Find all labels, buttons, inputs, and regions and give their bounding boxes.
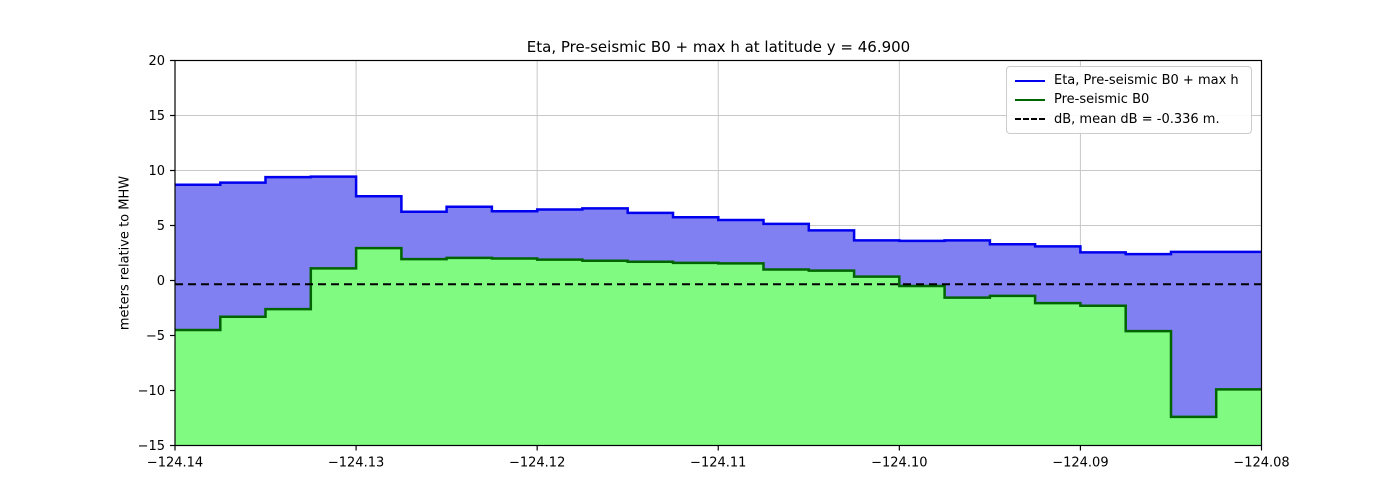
legend-item-db: dB, mean dB = -0.336 m. <box>1015 112 1243 127</box>
legend-eta-label: Eta, Pre-seismic B0 + max h <box>1054 73 1239 89</box>
legend-item-preseismic: Pre-seismic B0 <box>1015 92 1243 107</box>
y-tick-label: −15 <box>138 439 165 454</box>
legend: Eta, Pre-seismic B0 + max h Pre-seismic … <box>1006 66 1252 134</box>
legend-eta-line-icon <box>1015 79 1045 82</box>
y-tick-label: 5 <box>157 219 165 234</box>
legend-preseismic-label: Pre-seismic B0 <box>1054 92 1150 108</box>
x-tick-label: −124.10 <box>871 456 927 471</box>
x-tick-label: −124.13 <box>328 456 384 471</box>
y-tick-label: 10 <box>148 164 165 179</box>
x-tick-label: −124.14 <box>147 456 203 471</box>
legend-db-dashed-line-icon <box>1015 118 1045 121</box>
x-tick-label: −124.12 <box>509 456 565 471</box>
y-tick-label: 0 <box>157 274 165 289</box>
eta-line <box>175 175 1262 256</box>
chart-title: Eta, Pre-seismic B0 + max h at latitude … <box>526 38 911 56</box>
x-tick-label: −124.08 <box>1233 456 1289 471</box>
y-tick-label: −10 <box>138 384 165 399</box>
y-tick-label: 20 <box>148 54 165 69</box>
legend-db-label: dB, mean dB = -0.336 m. <box>1054 111 1220 127</box>
x-tick-label: −124.09 <box>1052 456 1108 471</box>
x-tick-label: −124.11 <box>690 456 746 471</box>
y-tick-label: −5 <box>146 329 165 344</box>
y-tick-label: 15 <box>148 109 165 124</box>
legend-preseismic-line-icon <box>1015 98 1045 101</box>
eta-area <box>175 176 1262 417</box>
legend-item-eta: Eta, Pre-seismic B0 + max h <box>1015 73 1243 88</box>
preseismic-b0-area <box>175 248 1262 446</box>
preseismic-b0-line <box>175 246 1262 419</box>
